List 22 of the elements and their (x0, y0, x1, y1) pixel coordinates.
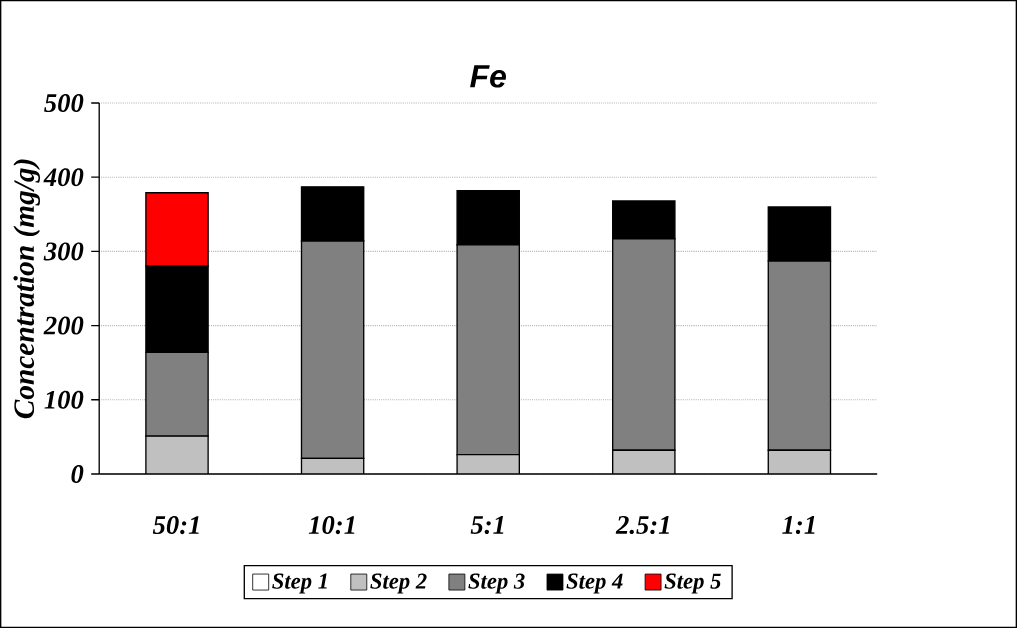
y-tick-label: 200 (43, 316, 84, 335)
bar (457, 454, 520, 474)
y-tick-label: 0 (71, 464, 84, 483)
x-tick-label: 1:1 (782, 516, 815, 535)
legend-label: Step 3 (468, 573, 525, 594)
legend-label: Step 5 (664, 573, 721, 594)
legend-label: Step 2 (370, 573, 427, 594)
x-tick-label: 5:1 (470, 516, 504, 535)
y-tick-label: 400 (43, 168, 84, 187)
y-tick-label: 300 (43, 242, 84, 261)
y-axis-title: Concentration (mg/g) (13, 159, 41, 419)
y-tick-label: 500 (44, 94, 84, 112)
chart-title: Fe (470, 65, 506, 88)
x-tick-label: 10:1 (308, 516, 355, 535)
legend-label: Step 1 (272, 573, 327, 594)
bar (612, 450, 675, 474)
bar (145, 436, 209, 474)
x-tick-label: 2.5:1 (615, 516, 669, 535)
y-tick-label: 100 (44, 390, 84, 409)
x-tick-label: 50:1 (152, 516, 199, 535)
legend-label: Step 4 (566, 573, 623, 594)
bar (767, 449, 832, 474)
